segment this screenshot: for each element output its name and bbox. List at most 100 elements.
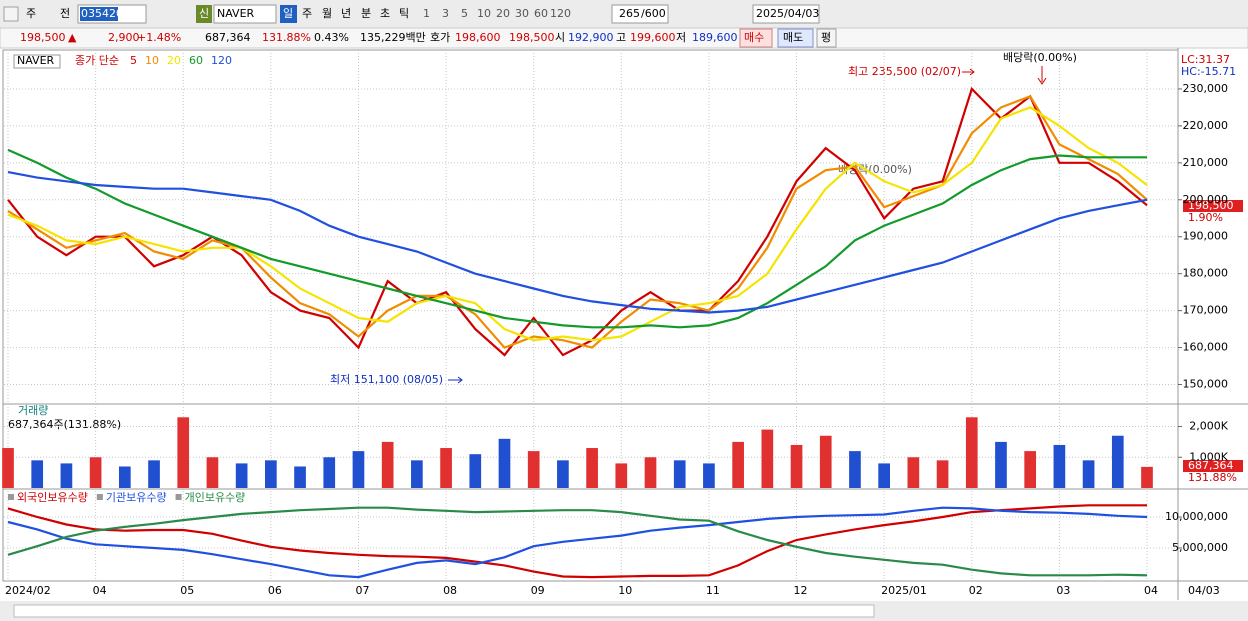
- interval-label[interactable]: 5: [461, 7, 468, 20]
- volume-bar: [440, 448, 452, 488]
- code-highlight: [80, 7, 118, 21]
- period-label[interactable]: 월: [322, 7, 332, 20]
- legend-entry: 외국인보유수량: [17, 491, 88, 504]
- y-tick-label: 190,000: [1183, 230, 1229, 243]
- volume-tag-rate: 131.88%: [1188, 471, 1237, 484]
- date-input[interactable]: [752, 4, 820, 24]
- arrow: [1037, 66, 1047, 85]
- legend-entry: 10: [145, 54, 159, 67]
- y-tick-label: 2,000K: [1189, 420, 1228, 433]
- avg-button[interactable]: [816, 28, 837, 48]
- legend-marker: [175, 494, 182, 500]
- volume-bar: [411, 460, 423, 488]
- volume-bar: [819, 435, 832, 488]
- period-label[interactable]: 초: [380, 7, 390, 20]
- legend-marker: [8, 494, 14, 500]
- volume-bar: [89, 457, 102, 488]
- y-tick-label: 210,000: [1183, 156, 1229, 169]
- volume-bar: [732, 441, 744, 488]
- sell-button[interactable]: [777, 28, 814, 48]
- change-arrow: ▲: [68, 31, 77, 44]
- count-value: 265: [619, 7, 640, 20]
- legend-stock: NAVER: [17, 54, 55, 67]
- x-tick-label: 06: [268, 584, 282, 597]
- volume-bar: [206, 457, 219, 488]
- volume-bar: [323, 457, 336, 488]
- x-tick-label: 04: [93, 584, 107, 597]
- stock-code: 035420: [81, 7, 123, 20]
- y-tick-label: 10,000,000: [1165, 510, 1228, 523]
- scroll-track[interactable]: [13, 604, 875, 618]
- period-label[interactable]: 주: [302, 7, 312, 20]
- volume-bar: [60, 463, 73, 488]
- x-tick-label: 08: [443, 584, 457, 597]
- legend-entry: 20: [167, 54, 181, 67]
- avg-label: 평: [821, 31, 831, 44]
- interval-label[interactable]: 120: [550, 7, 571, 20]
- change-rate: +1.48%: [137, 31, 181, 44]
- price: 198,500: [20, 31, 66, 44]
- buy-button[interactable]: [739, 28, 773, 48]
- volume-bar: [849, 451, 861, 488]
- low: 189,600: [692, 31, 738, 44]
- volume-bar: [294, 466, 306, 488]
- series-line: [7, 86, 1148, 357]
- volume-bar: [498, 438, 511, 488]
- count-input[interactable]: [611, 4, 669, 24]
- open: 192,900: [568, 31, 614, 44]
- y-tick-label: 220,000: [1183, 119, 1229, 132]
- volume-bar: [381, 441, 394, 488]
- interval-label[interactable]: 20: [496, 7, 510, 20]
- high-label: 고: [616, 31, 626, 44]
- series-line: [7, 106, 1148, 342]
- volume-bar: [673, 460, 686, 488]
- prev-button[interactable]: 전: [60, 7, 70, 20]
- sell-label: 매도: [783, 31, 803, 44]
- x-end-label: 04/03: [1188, 584, 1220, 597]
- period-label[interactable]: 틱: [399, 7, 409, 20]
- stock-name: NAVER: [217, 7, 255, 20]
- x-tick-label: 11: [706, 584, 720, 597]
- lc-label: LC:31.37: [1181, 53, 1230, 66]
- annotation-high: 최고 235,500 (02/07): [848, 65, 961, 78]
- period-label[interactable]: 분: [361, 7, 371, 20]
- type-select[interactable]: 주: [26, 7, 36, 20]
- volume-bar: [177, 417, 190, 488]
- interval-label[interactable]: 1: [423, 7, 430, 20]
- name-input[interactable]: [213, 4, 277, 24]
- interval-label[interactable]: 10: [477, 7, 491, 20]
- bid: 198,500: [509, 31, 555, 44]
- open-label: 시: [555, 31, 565, 44]
- y-tick-label: 1,000K: [1189, 450, 1228, 463]
- y-tick-label: 230,000: [1183, 82, 1229, 95]
- interval-label[interactable]: 30: [515, 7, 529, 20]
- low-label: 저: [676, 31, 686, 44]
- legend-entry: 기관보유수량: [106, 491, 167, 504]
- interval-label[interactable]: 3: [442, 7, 449, 20]
- high: 199,600: [630, 31, 676, 44]
- amount: 135,229백만: [360, 31, 426, 44]
- x-tick-label: 07: [355, 584, 369, 597]
- volume-bar: [936, 460, 949, 488]
- volume-bar: [907, 457, 920, 488]
- ask: 198,600: [455, 31, 501, 44]
- legend-entry: 60: [189, 54, 203, 67]
- volume-bar: [965, 417, 978, 488]
- period-label[interactable]: 년: [341, 7, 351, 20]
- volume-bar: [615, 463, 628, 488]
- volume-bar: [352, 451, 365, 488]
- volume-readout: 687,364주(131.88%): [8, 418, 121, 431]
- volume-tag-text: 687,364: [1188, 459, 1234, 472]
- turnover: 0.43%: [314, 31, 349, 44]
- interval-label[interactable]: 60: [534, 7, 548, 20]
- legend-entry: 5: [130, 54, 137, 67]
- y-tick-label: 170,000: [1183, 304, 1229, 317]
- menu-icon[interactable]: [3, 6, 19, 22]
- x-tick-label: 02: [969, 584, 983, 597]
- change: 2,900: [108, 31, 140, 44]
- plot-area: [2, 49, 1179, 582]
- series-line: [7, 506, 1148, 579]
- series-line: [7, 506, 1148, 577]
- period-day-button[interactable]: [280, 5, 297, 23]
- x-tick-label: 10: [618, 584, 632, 597]
